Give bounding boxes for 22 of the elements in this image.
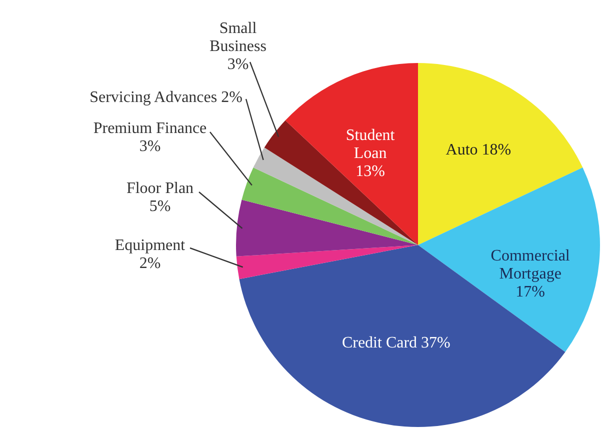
data-label: 2% bbox=[139, 255, 161, 272]
slice-label: Equipment bbox=[114, 237, 186, 254]
data-label: 3% bbox=[227, 56, 249, 73]
data-label: 3% bbox=[139, 138, 161, 155]
pie-slice bbox=[236, 200, 418, 256]
data-label: 5% bbox=[149, 198, 171, 215]
slice-label: Servicing Advances 2% bbox=[90, 89, 242, 106]
pie-slice bbox=[418, 63, 583, 245]
pie-slice bbox=[418, 168, 600, 352]
slice-label: Floor Plan bbox=[126, 180, 194, 197]
data-label: 17% bbox=[516, 284, 546, 301]
slice-label: Small Business bbox=[210, 20, 266, 55]
slice-label: Auto 18% bbox=[446, 142, 512, 159]
pie-slice bbox=[285, 63, 418, 245]
slice-label: Student Loan bbox=[346, 126, 396, 162]
slice-label: Credit Card 37% bbox=[342, 334, 450, 352]
pie-slice bbox=[253, 147, 418, 245]
slice-label: Premium Finance bbox=[93, 120, 207, 137]
pie-slice bbox=[236, 245, 418, 280]
slice-label: Commercial Mortgage bbox=[490, 248, 570, 283]
pie-slice bbox=[264, 120, 418, 245]
data-label: 13% bbox=[356, 162, 385, 180]
